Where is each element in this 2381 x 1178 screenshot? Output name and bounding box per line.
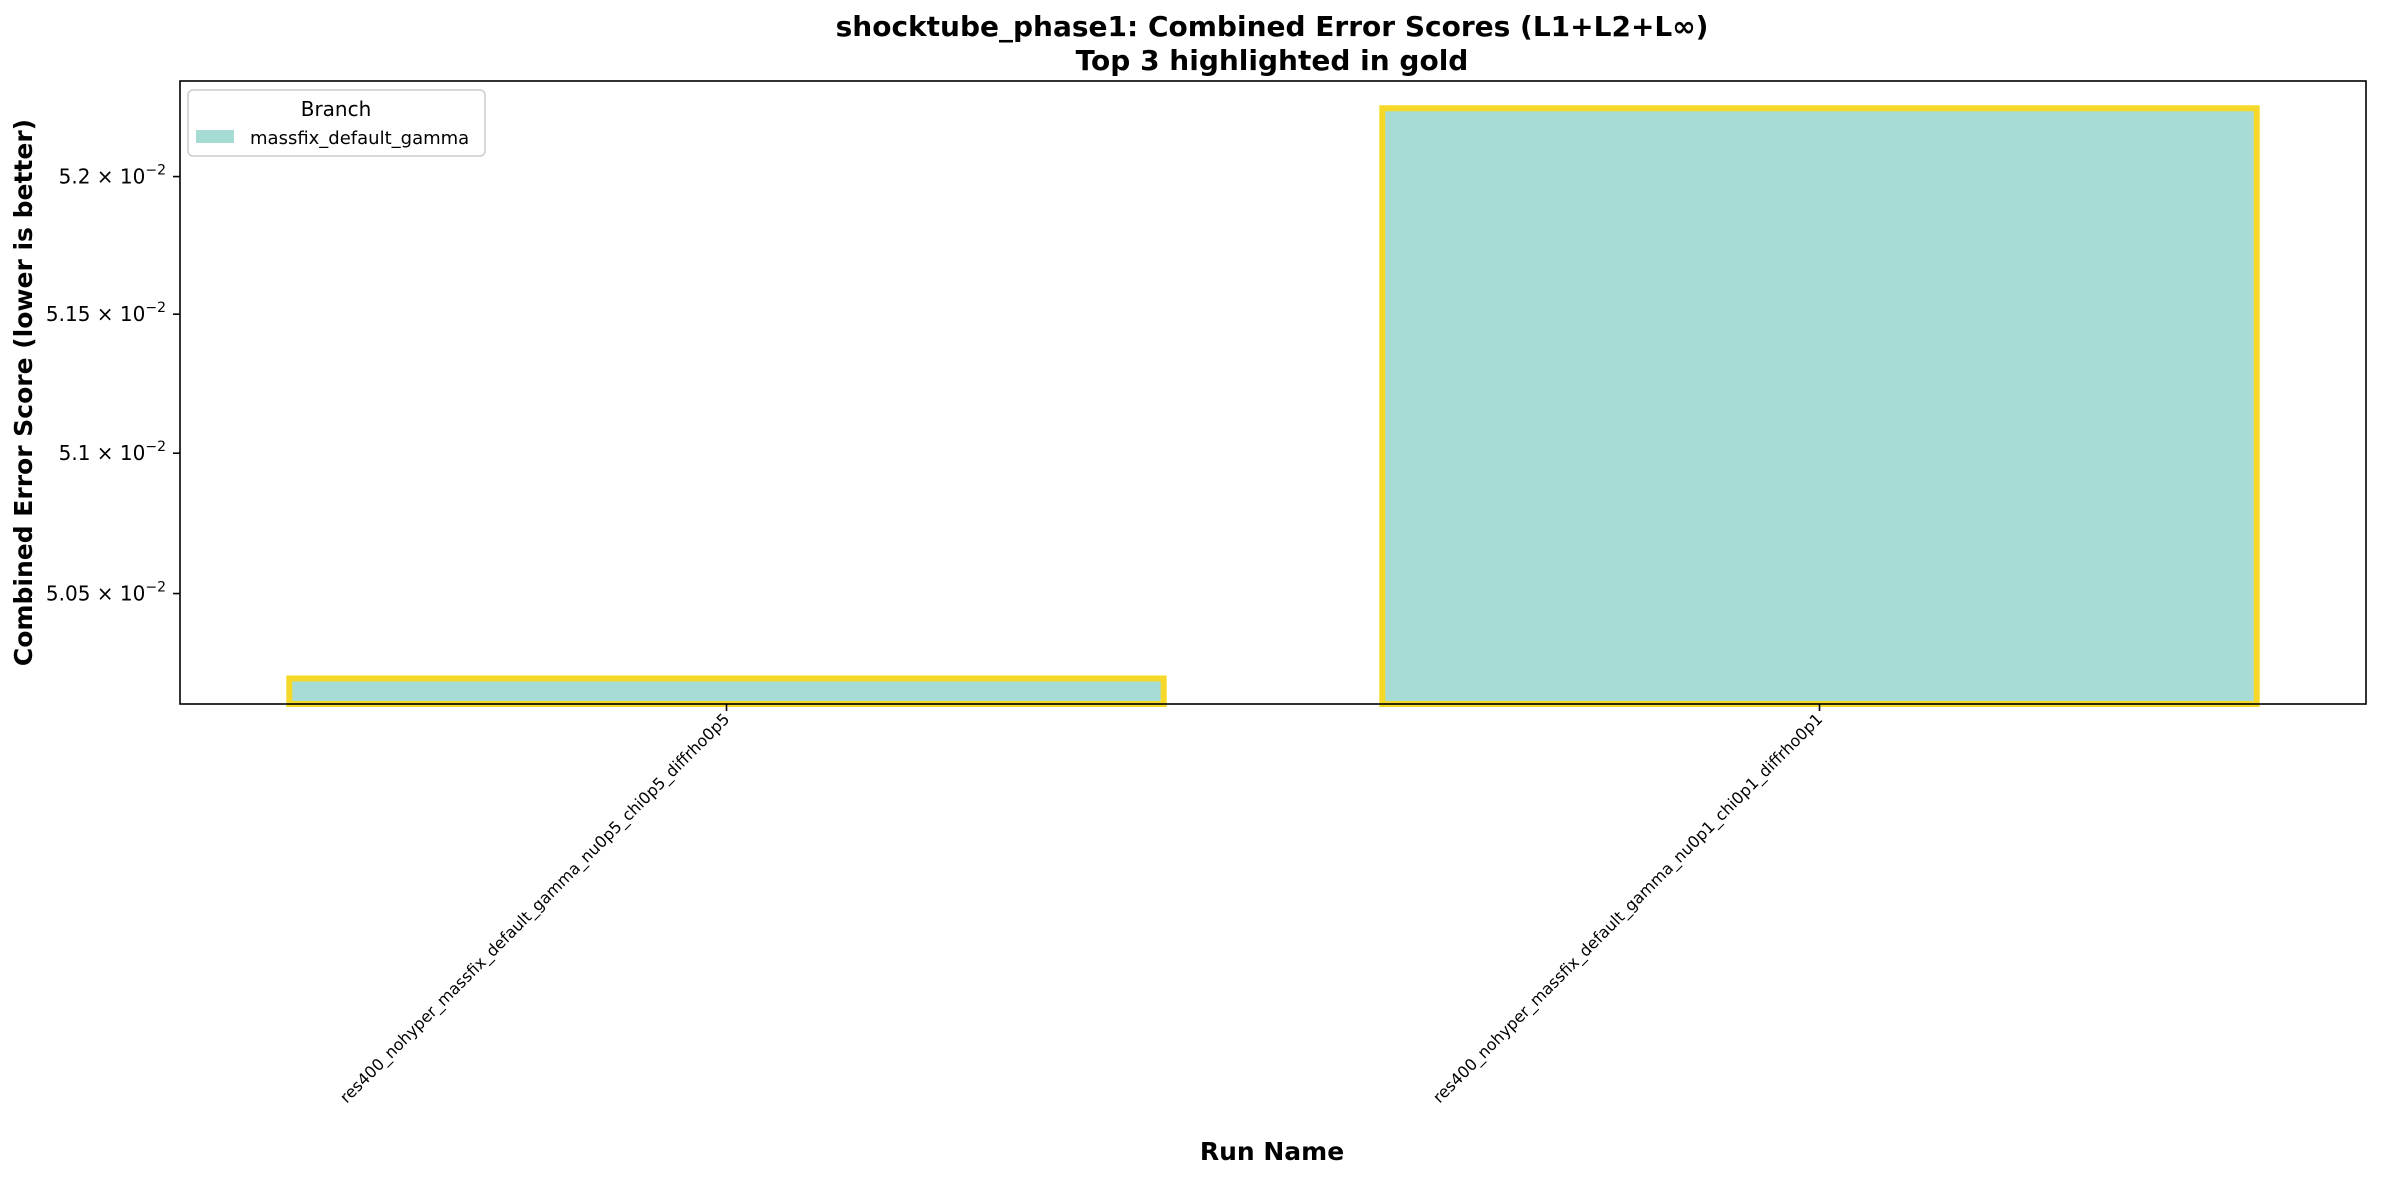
chart-subtitle: Top 3 highlighted in gold — [1076, 44, 1469, 77]
chart-title: shocktube_phase1: Combined Error Scores … — [836, 10, 1709, 43]
legend-swatch — [196, 130, 234, 143]
x-axis-label: Run Name — [1200, 1137, 1344, 1166]
x-tick-label-2: res400_nohyper_massfix_default_gamma_nu0… — [1429, 709, 1827, 1107]
y-tick-label-3: 5.15 × 10−2 — [46, 300, 166, 326]
x-tick-label-1: res400_nohyper_massfix_default_gamma_nu0… — [336, 709, 734, 1107]
legend-title: Branch — [301, 97, 372, 121]
y-axis-ticks: 5.05 × 10−2 5.1 × 10−2 5.15 × 10−2 5.2 × 10… — [46, 163, 180, 606]
y-axis-label: Combined Error Score (lower is better) — [9, 119, 38, 666]
x-axis-ticks: res400_nohyper_massfix_default_gamma_nu0… — [336, 704, 1827, 1107]
y-tick-label-2: 5.1 × 10−2 — [59, 439, 166, 465]
bars-layer — [289, 108, 2256, 704]
bar-2 — [1382, 108, 2256, 704]
bar-1 — [289, 678, 1163, 704]
legend: Branch massfix_default_gamma — [188, 90, 485, 156]
legend-entry-label: massfix_default_gamma — [250, 128, 469, 149]
y-tick-label-1: 5.05 × 10−2 — [46, 580, 166, 606]
y-tick-label-4: 5.2 × 10−2 — [59, 163, 166, 189]
